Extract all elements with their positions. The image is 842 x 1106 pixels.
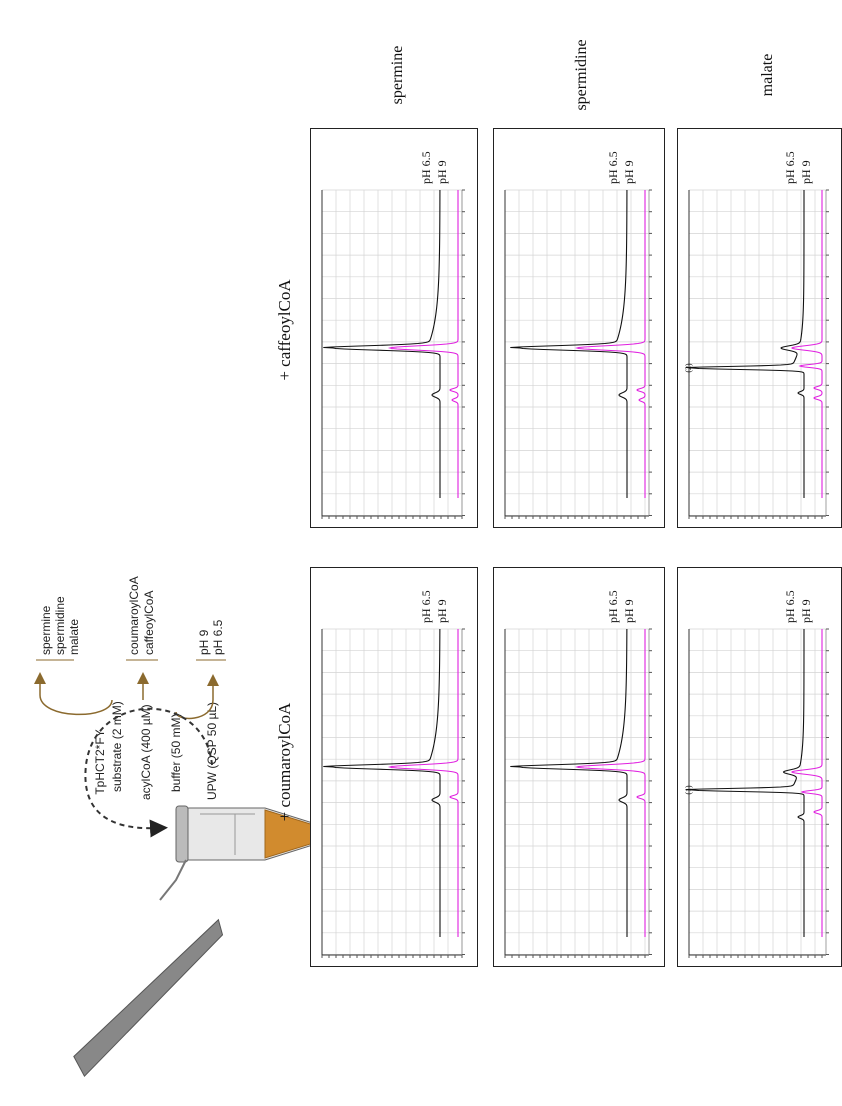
chromatogram-panel: pH 6.5 pH 9 (1) bbox=[677, 567, 842, 967]
peak-annotation: (2) bbox=[684, 363, 693, 373]
substrate-option: spermine bbox=[39, 605, 53, 655]
panel-frame bbox=[493, 128, 665, 528]
legend-label: pH 9 bbox=[435, 599, 449, 623]
legend-label: pH 6.5 bbox=[606, 590, 620, 623]
trace-ph9 bbox=[574, 190, 646, 498]
column-header: malate bbox=[759, 54, 776, 97]
step-label: UPW (QSP 50 µL) bbox=[205, 702, 219, 800]
trace-ph9 bbox=[790, 629, 823, 937]
chromatogram-panel: pH 6.5 pH 9 bbox=[493, 128, 665, 528]
trace-ph65 bbox=[685, 629, 805, 937]
trace-ph65 bbox=[685, 190, 805, 498]
column-header: spermidine bbox=[573, 39, 590, 110]
chromatogram-panel: pH 6.5 pH 9 bbox=[310, 567, 478, 967]
row-header: + coumaroylCoA bbox=[275, 702, 294, 821]
panel-frame bbox=[310, 128, 478, 528]
panel-frame bbox=[310, 567, 478, 967]
substrate-option: malate bbox=[67, 619, 81, 655]
legend-label: pH 9 bbox=[622, 160, 636, 184]
chromatogram-panel: pH 6.5 pH 9 bbox=[493, 567, 665, 967]
trace-ph65 bbox=[510, 629, 628, 937]
legend-label: pH 9 bbox=[799, 599, 813, 623]
arrow bbox=[34, 672, 113, 716]
legend-label: pH 9 bbox=[799, 160, 813, 184]
chromatogram-panel: pH 6.5 pH 9 bbox=[310, 128, 478, 528]
acylcoa-option: coumaroylCoA bbox=[127, 576, 141, 655]
step-label: acylCoA (400 µM) bbox=[139, 704, 153, 800]
buffer-option: pH 6.5 bbox=[211, 619, 225, 655]
column-header: spermine bbox=[389, 46, 406, 105]
trace-ph9 bbox=[574, 629, 646, 937]
step-label: substrate (2 mM) bbox=[110, 701, 124, 792]
arrow bbox=[175, 674, 219, 720]
legend-label: pH 6.5 bbox=[783, 151, 797, 184]
trace-ph65 bbox=[323, 190, 441, 498]
trace-ph9 bbox=[387, 190, 459, 498]
legend-label: pH 6.5 bbox=[783, 590, 797, 623]
trace-ph9 bbox=[387, 629, 459, 937]
buffer-option: pH 9 bbox=[197, 629, 211, 655]
legend-label: pH 9 bbox=[622, 599, 636, 623]
step-label: buffer (50 mM) bbox=[169, 714, 183, 792]
row-header: + caffeoylCoA bbox=[275, 279, 294, 381]
substrate-option: spermidine bbox=[53, 596, 67, 655]
trace-ph9 bbox=[790, 190, 823, 498]
trace-ph65 bbox=[323, 629, 441, 937]
pipette bbox=[73, 859, 224, 1078]
acylcoa-option: caffeoylCoA bbox=[142, 591, 156, 655]
peak-annotation: (1) bbox=[684, 785, 693, 795]
panel-frame bbox=[677, 567, 842, 967]
legend-label: pH 6.5 bbox=[606, 151, 620, 184]
trace-ph65 bbox=[510, 190, 628, 498]
enzyme-label: TpHCT2*FY bbox=[93, 729, 107, 794]
legend-label: pH 6.5 bbox=[419, 151, 433, 184]
panels: pH 6.5 pH 9 pH 6.5 pH 9 pH 6.5 pH 9(2)pH 6.5 p… bbox=[310, 128, 842, 967]
chromatogram-panel: pH 6.5 pH 9 (2) bbox=[677, 128, 842, 528]
legend-label: pH 6.5 bbox=[419, 590, 433, 623]
legend-label: pH 9 bbox=[435, 160, 449, 184]
panel-frame bbox=[677, 128, 842, 528]
